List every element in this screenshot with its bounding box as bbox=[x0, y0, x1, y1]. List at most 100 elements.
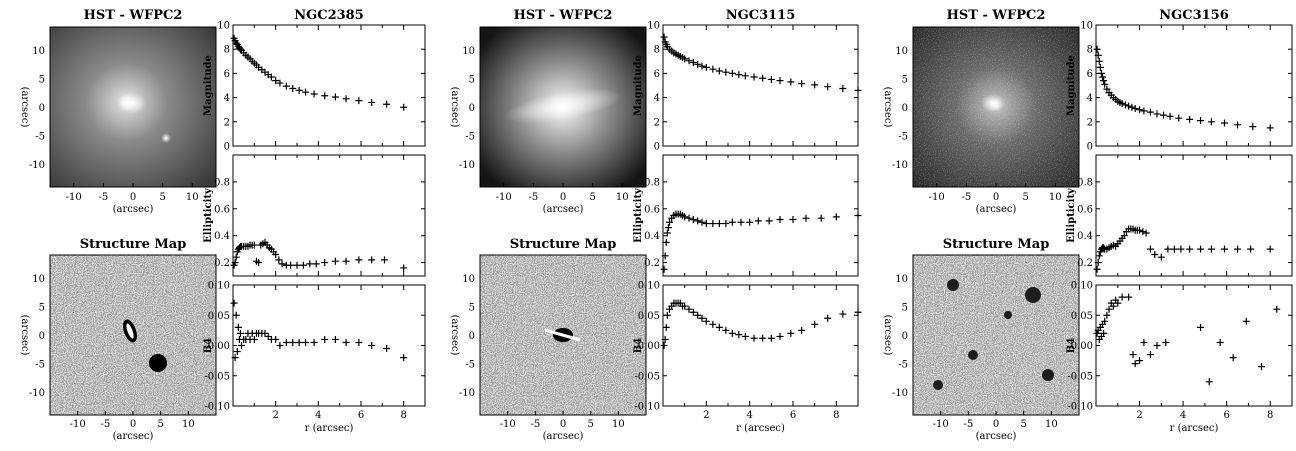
data-point bbox=[1258, 363, 1266, 371]
data-point bbox=[689, 59, 697, 67]
data-point bbox=[231, 259, 239, 267]
y-tick-label: -0.10 bbox=[1067, 402, 1093, 413]
y-axis-label: Magnitude bbox=[633, 55, 644, 116]
y-axis-label: Ellipticity bbox=[633, 187, 644, 243]
data-point bbox=[275, 256, 283, 264]
data-point bbox=[250, 335, 258, 343]
figure-group-1: HST - WFPC2 -10 -10 -5 -5 0 0 5 5 10 10 (arcsec) (ar… bbox=[19, 8, 426, 442]
data-point bbox=[1093, 45, 1101, 53]
data-point bbox=[295, 338, 303, 346]
y-tick-label: -10 bbox=[459, 388, 475, 399]
y-tick-label: 0 bbox=[469, 331, 475, 342]
data-point bbox=[1249, 123, 1257, 131]
data-point bbox=[754, 217, 762, 225]
data-point bbox=[694, 311, 702, 319]
data-point bbox=[1197, 117, 1205, 125]
y-tick-label: 0.4 bbox=[214, 231, 230, 242]
y-tick-label: 10 bbox=[895, 274, 908, 285]
data-point bbox=[694, 60, 702, 68]
y-tick-label: 0.8 bbox=[644, 177, 660, 188]
x-tick-label: 10 bbox=[186, 192, 199, 203]
data-point bbox=[1114, 299, 1122, 307]
y-tick-label: 4 bbox=[1087, 93, 1093, 104]
data-point bbox=[681, 213, 689, 221]
data-point bbox=[1151, 250, 1159, 258]
data-point bbox=[1097, 69, 1105, 77]
x-tick-label: 0 bbox=[560, 192, 566, 203]
plot-frame bbox=[232, 284, 426, 407]
data-point bbox=[1129, 351, 1137, 359]
y-tick-label: 0.00 bbox=[638, 341, 660, 352]
x-tick-label: 5 bbox=[1022, 192, 1028, 203]
y-tick-label: 0.6 bbox=[1077, 204, 1093, 215]
y-tick-label: 0.05 bbox=[208, 311, 230, 322]
data-point bbox=[663, 311, 671, 319]
data-point bbox=[1153, 110, 1161, 118]
data-point bbox=[854, 86, 862, 94]
data-point bbox=[312, 260, 320, 268]
data-point bbox=[776, 77, 784, 85]
data-point bbox=[1166, 112, 1174, 120]
data-point bbox=[1101, 80, 1109, 88]
y-tick-label: 5 bbox=[39, 74, 45, 85]
image-title: HST - WFPC2 bbox=[84, 8, 183, 23]
data-point bbox=[261, 329, 269, 337]
x-tick-label: 2 bbox=[272, 410, 278, 421]
plot-frame bbox=[662, 284, 859, 407]
y-axis-label: Ellipticity bbox=[203, 187, 214, 243]
data-point bbox=[295, 86, 303, 94]
data-point bbox=[698, 314, 706, 322]
x-axis-label: (arcsec) bbox=[543, 431, 584, 442]
x-tick-label: 10 bbox=[182, 419, 195, 430]
y-tick-label: 0 bbox=[654, 142, 660, 153]
data-point bbox=[709, 65, 717, 73]
x-tick-label: 5 bbox=[587, 419, 593, 430]
y-tick-label: 8 bbox=[224, 45, 230, 56]
data-point bbox=[255, 259, 263, 267]
data-point bbox=[854, 212, 862, 219]
data-point bbox=[741, 72, 749, 80]
profile-panel-1: 0 2 4 6 8 10 Magnitude bbox=[633, 21, 862, 153]
data-point bbox=[776, 216, 784, 224]
data-point bbox=[741, 332, 749, 340]
plot-frame bbox=[232, 154, 426, 277]
y-tick-label: 2 bbox=[1087, 117, 1093, 128]
data-point bbox=[321, 92, 329, 100]
data-point bbox=[1140, 338, 1148, 346]
data-point bbox=[1207, 245, 1215, 253]
y-tick-label: 10 bbox=[1080, 21, 1093, 32]
data-point bbox=[715, 323, 723, 331]
data-point bbox=[685, 214, 693, 222]
data-point bbox=[750, 334, 758, 342]
x-tick-label: 0 bbox=[560, 419, 566, 430]
profile-panel-1: 0 2 4 6 8 10 Magnitude bbox=[203, 21, 426, 153]
data-point bbox=[735, 331, 743, 339]
x-tick-label: 0 bbox=[993, 192, 999, 203]
y-tick-label: 0 bbox=[469, 103, 475, 114]
data-point bbox=[1170, 245, 1178, 253]
y-tick-label: 10 bbox=[32, 274, 45, 285]
x-tick-label: 6 bbox=[790, 410, 796, 421]
data-point bbox=[709, 320, 717, 328]
plot-frame bbox=[662, 24, 859, 147]
data-point bbox=[1162, 338, 1170, 346]
x-axis-label: (arcsec) bbox=[976, 431, 1017, 442]
y-tick-label: 0.10 bbox=[208, 281, 230, 292]
data-point bbox=[1094, 259, 1102, 267]
y-tick-label: 10 bbox=[647, 21, 660, 32]
galaxy-core bbox=[981, 94, 1005, 112]
data-point bbox=[1234, 245, 1242, 253]
data-point bbox=[811, 81, 819, 89]
y-tick-label: 10 bbox=[32, 46, 45, 57]
data-point bbox=[1205, 378, 1213, 386]
x-axis-label: (arcsec) bbox=[113, 204, 154, 215]
data-point bbox=[1125, 102, 1133, 110]
data-point bbox=[321, 259, 329, 267]
x-tick-label: -5 bbox=[530, 419, 540, 430]
data-point bbox=[1096, 63, 1104, 71]
y-tick-label: -0.05 bbox=[1067, 371, 1093, 382]
data-point bbox=[817, 214, 825, 222]
data-point bbox=[1100, 77, 1108, 85]
